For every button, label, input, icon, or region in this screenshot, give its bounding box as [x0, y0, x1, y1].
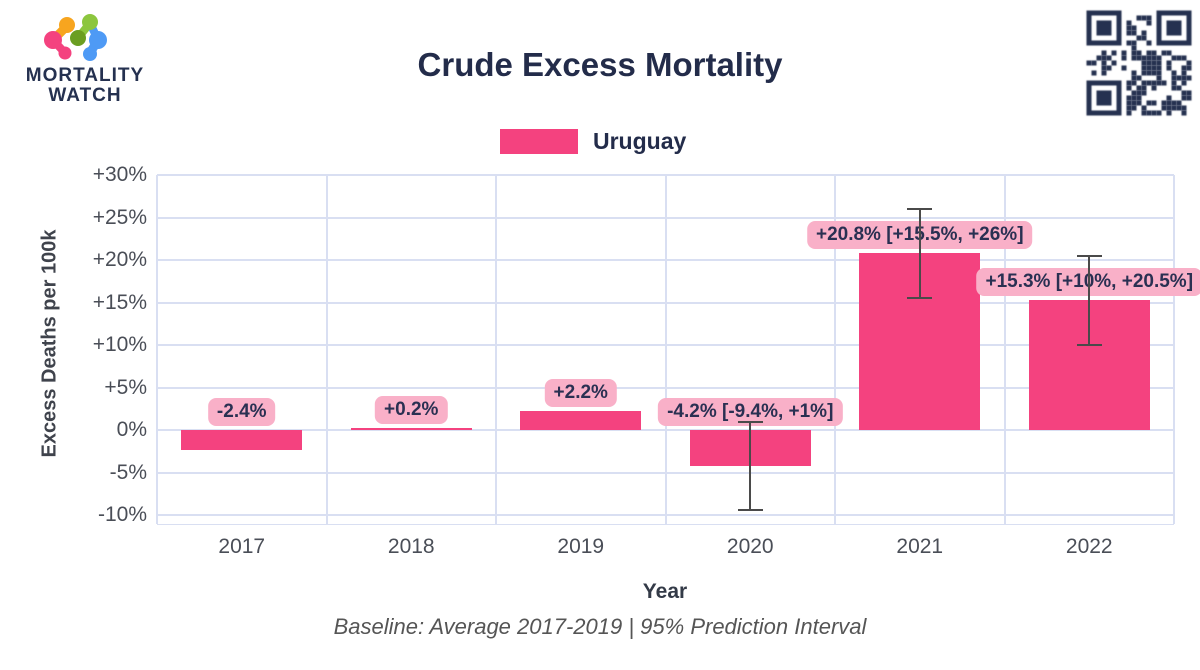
bar-label-pill: +0.2% [375, 396, 448, 425]
gridline-v [834, 175, 836, 524]
brand-name-line2: WATCH [48, 85, 122, 106]
y-tick-label: 0% [116, 418, 147, 441]
y-tick-label: -10% [97, 503, 147, 526]
error-bar-cap-top [1076, 254, 1102, 257]
error-bar-cap-bottom [1076, 344, 1102, 346]
x-tick-label: 2017 [218, 535, 266, 558]
x-tick-label: 2019 [557, 535, 605, 558]
molecule-logo-icon [44, 14, 107, 61]
brand-logo: MORTALITY WATCH [10, 8, 160, 106]
gridline-v [665, 175, 667, 524]
y-tick-label: +15% [92, 290, 147, 314]
y-tick-label: +5% [104, 375, 147, 399]
y-tick-label: +25% [92, 205, 147, 229]
error-bar-cap-bottom [907, 297, 933, 300]
x-tick-label: 2018 [387, 535, 435, 558]
x-axis-title: Year [642, 580, 688, 603]
error-bar-cap-bottom [737, 508, 763, 511]
gridline-v [1004, 175, 1006, 524]
gridline-v [326, 175, 328, 524]
y-tick-label: +30% [92, 163, 147, 186]
bar-label-pill: +2.2% [544, 379, 617, 408]
gridline-v [495, 175, 497, 524]
bar-label-pill: -2.4% [207, 398, 276, 426]
y-tick-label: +10% [92, 333, 147, 356]
error-bar-line [1088, 255, 1091, 345]
error-bar-line [749, 421, 752, 510]
bar-2017[interactable] [181, 430, 303, 451]
x-tick-label: 2022 [1065, 535, 1113, 558]
x-tick-label: 2021 [896, 535, 944, 558]
bar-2018[interactable] [350, 428, 472, 430]
x-tick-label: 2020 [726, 535, 774, 558]
legend-item-uruguay[interactable]: Uruguay [500, 128, 686, 155]
error-bar-line [918, 209, 921, 299]
page-title: Crude Excess Mortality [417, 46, 783, 83]
legend-swatch [500, 129, 578, 154]
qr-code [1083, 7, 1195, 119]
error-bar-cap-top [737, 420, 763, 423]
baseline-footnote: Baseline: Average 2017-2019 | 95% Predic… [333, 614, 867, 639]
gridline-v [156, 175, 158, 524]
y-tick-label: -5% [109, 460, 147, 484]
error-bar-cap-top [907, 208, 933, 210]
brand-name-line1: MORTALITY [25, 65, 145, 86]
legend-label: Uruguay [593, 128, 687, 154]
bar-2019[interactable] [520, 411, 642, 430]
y-tick-label: +20% [92, 248, 147, 271]
gridline-v [1173, 175, 1175, 524]
plot-area: -2.4% +0.2% +2.2% -4.2% [-9.4%, +1%] +20.8% … [156, 174, 1200, 525]
